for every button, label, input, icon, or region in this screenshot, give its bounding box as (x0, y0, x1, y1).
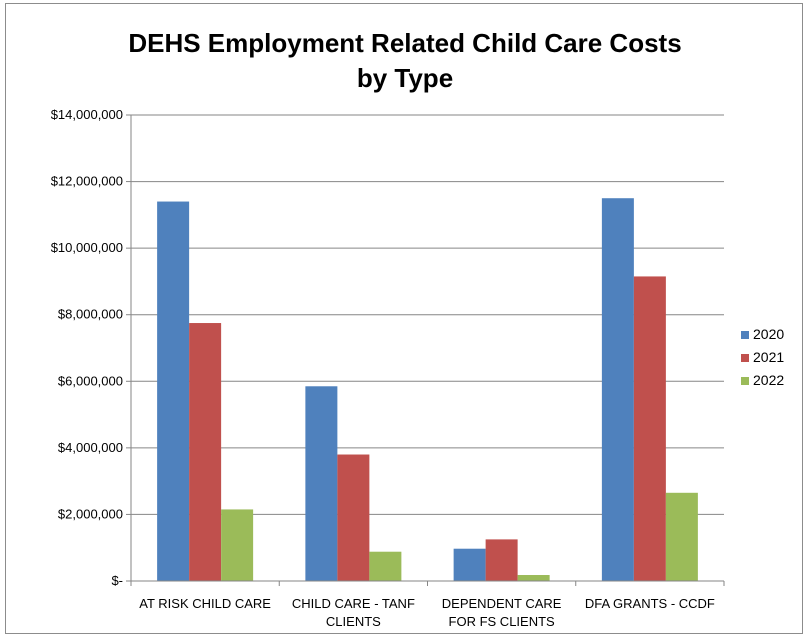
bar-2022-3 (665, 492, 698, 581)
x-category-label: CHILD CARE - TANF (292, 596, 415, 611)
bar-2021-2 (485, 539, 518, 581)
bar-2020-3 (601, 198, 634, 581)
legend-swatch-2022 (741, 377, 749, 385)
x-category-label: CLIENTS (326, 614, 381, 629)
legend-swatch-2021 (741, 354, 749, 362)
y-tick-label: $2,000,000 (58, 506, 123, 521)
bar-2021-1 (337, 454, 370, 581)
bar-2022-2 (517, 575, 550, 581)
y-tick-label: $10,000,000 (51, 240, 123, 255)
chart-frame: DEHS Employment Related Child Care Costs… (5, 3, 803, 634)
chart-svg: DEHS Employment Related Child Care Costs… (51, 28, 785, 629)
chart-title: DEHS Employment Related Child Care Costs… (128, 28, 681, 93)
bar-2022-0 (221, 509, 254, 581)
bar-2021-0 (189, 323, 222, 581)
bar-2020-2 (453, 548, 486, 581)
x-category-label: DEPENDENT CARE (442, 596, 562, 611)
legend-label-2022: 2022 (753, 372, 784, 388)
bar-2020-1 (305, 386, 338, 581)
bar-2021-3 (633, 276, 666, 581)
bar-2020-0 (157, 201, 190, 582)
chart-title-line-1: DEHS Employment Related Child Care Costs (128, 28, 681, 58)
bars (157, 198, 698, 582)
legend-label-2021: 2021 (753, 349, 784, 365)
bar-2022-1 (369, 551, 402, 581)
x-category-label: AT RISK CHILD CARE (139, 596, 271, 611)
y-axis: $- $2,000,000 $4,000,000 $6,000,000 $8,000,0… (51, 107, 132, 588)
x-category-label: DFA GRANTS - CCDF (585, 596, 715, 611)
x-axis: AT RISK CHILD CARE CHILD CARE - TANF CLIEN… (130, 580, 725, 629)
y-tick-label: $8,000,000 (58, 307, 123, 322)
y-tick-label: $14,000,000 (51, 107, 123, 122)
y-tick-label: $12,000,000 (51, 174, 123, 189)
legend-label-2020: 2020 (753, 326, 784, 342)
y-tick-label: $4,000,000 (58, 440, 123, 455)
chart-title-line-2: by Type (357, 63, 453, 93)
legend-swatch-2020 (741, 331, 749, 339)
gridlines (131, 114, 724, 515)
x-category-label: FOR FS CLIENTS (449, 614, 556, 629)
y-tick-label: $6,000,000 (58, 373, 123, 388)
legend: 2020 2021 2022 (741, 326, 784, 388)
y-tick-label: $- (111, 573, 123, 588)
